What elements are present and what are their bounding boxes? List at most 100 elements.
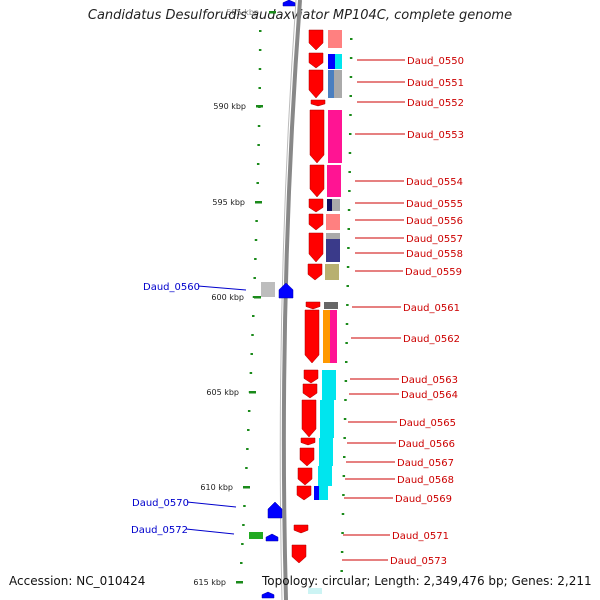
tick-dot (348, 171, 351, 173)
tick-label: 590 kbp (213, 102, 246, 111)
tick-dot (257, 144, 260, 146)
tick-dot (258, 87, 261, 89)
tick-dot (249, 372, 253, 374)
reverse-gene-arrow (265, 533, 279, 542)
tick-mark (269, 11, 276, 14)
tick-dot (251, 334, 254, 336)
tick-dot (348, 190, 351, 192)
tick-dot (347, 228, 350, 230)
tick-dot (241, 543, 244, 545)
tick-mark (249, 391, 256, 394)
tick-dot (342, 494, 345, 496)
gene-label: Daud_0563 (401, 375, 458, 386)
forward-gene-arrow (304, 309, 320, 364)
tick-label: 610 kbp (200, 483, 233, 492)
tick-dot (244, 486, 247, 488)
forward-gene-arrow (309, 109, 325, 164)
tick-dot (245, 467, 248, 469)
tick-dot (258, 106, 261, 108)
forward-gene-arrow (301, 399, 317, 438)
tick-dot (343, 437, 346, 439)
annotation-band (330, 310, 337, 363)
tick-dot (250, 353, 253, 355)
annotation-band (319, 438, 333, 466)
tick-dot (242, 524, 245, 526)
tick-dot (350, 38, 353, 40)
gene-label: Daud_0555 (406, 199, 463, 210)
tick-dot (346, 285, 349, 287)
tick-dot (247, 429, 250, 431)
tick-dot (346, 304, 349, 306)
tick-dot (347, 209, 351, 211)
gene-label: Daud_0552 (407, 98, 464, 109)
tick-dot (256, 182, 259, 184)
tick-dot (344, 361, 348, 363)
annotation-band (327, 165, 341, 197)
annotation-band (324, 302, 338, 309)
gene-label: Daud_0556 (406, 216, 463, 227)
gene-label: Daud_0573 (390, 556, 447, 567)
tick-dot (252, 296, 256, 298)
tick-dot (343, 456, 346, 458)
gene-label: Daud_0559 (405, 267, 462, 278)
tick-label: 595 kbp (212, 198, 245, 207)
tick-dot (246, 448, 249, 450)
gene-label: Daud_0569 (395, 494, 452, 505)
rna-gene-box (249, 532, 263, 539)
tick-dot (254, 239, 258, 241)
gene-label: Daud_0571 (392, 531, 449, 542)
tick-dot (341, 532, 344, 534)
tick-dot (258, 68, 262, 70)
tick-dot (345, 342, 348, 344)
gene-label: Daud_0572 (131, 525, 188, 536)
tick-dot (341, 513, 345, 515)
annotation-band (328, 54, 335, 69)
tick-dot (344, 399, 347, 401)
accession-text: Accession: NC_010424 (9, 574, 146, 588)
tick-dot (349, 76, 353, 78)
reverse-gene-arrow (278, 282, 294, 299)
gene-label: Daud_0561 (403, 303, 460, 314)
forward-gene-arrow (291, 544, 307, 564)
annotation-band (332, 199, 340, 211)
forward-gene-arrow (300, 437, 316, 446)
forward-gene-arrow (307, 263, 323, 281)
tick-label: 585 kbp (226, 8, 259, 17)
gene-label: Daud_0560 (143, 282, 200, 293)
leader-line (186, 501, 237, 508)
rna-gene-box (308, 588, 322, 594)
gene-label: Daud_0566 (398, 439, 455, 450)
gene-label: Daud_0562 (403, 334, 460, 345)
annotation-band (314, 486, 319, 500)
tick-dot (347, 247, 350, 249)
annotation-band (334, 70, 342, 98)
tick-dot (345, 323, 349, 325)
reverse-gene-arrow (282, 0, 296, 7)
tick-dot (340, 551, 344, 553)
gene-label: Daud_0550 (407, 56, 464, 67)
annotation-band (326, 239, 340, 262)
tick-dot (258, 49, 262, 51)
tick-dot (255, 220, 258, 222)
annotation-band (325, 264, 339, 280)
forward-gene-arrow (293, 524, 309, 534)
reverse-gene-arrow (267, 501, 283, 519)
annotation-band (320, 400, 334, 438)
gene-label: Daud_0551 (407, 78, 464, 89)
gene-label: Daud_0565 (399, 418, 456, 429)
tick-dot (248, 391, 252, 393)
annotation-band (326, 214, 340, 230)
annotation-band (322, 370, 336, 400)
forward-gene-arrow (309, 164, 325, 198)
annotation-band (327, 199, 332, 211)
tick-dot (252, 315, 255, 317)
tick-dot (344, 380, 348, 382)
annotation-band (328, 30, 342, 48)
tick-mark (255, 201, 262, 204)
tick-dot (349, 114, 352, 116)
tick-dot (255, 201, 259, 203)
reverse-gene-arrow (261, 591, 275, 599)
tick-dot (349, 57, 353, 59)
gene-label: Daud_0553 (407, 130, 464, 141)
forward-gene-arrow (308, 29, 324, 51)
